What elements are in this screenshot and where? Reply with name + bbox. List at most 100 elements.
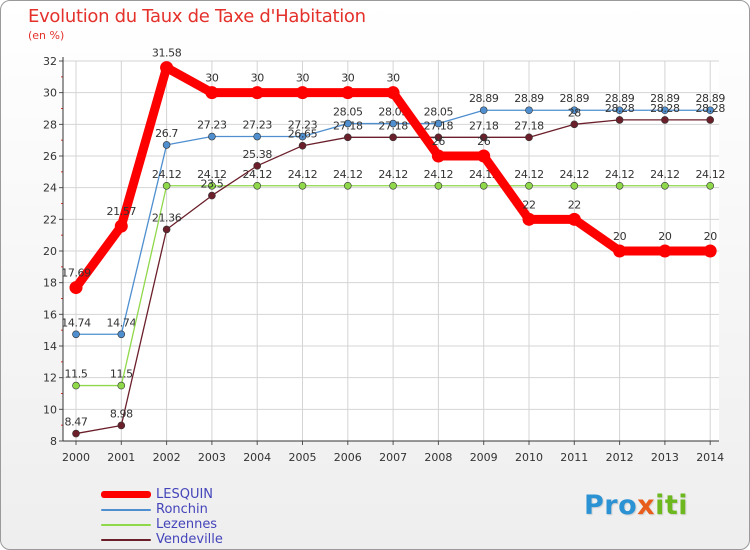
data-label-vendeville: 27.18: [333, 119, 363, 132]
data-label-lezennes: 24.12: [695, 168, 725, 181]
y-tick-label: 20: [43, 245, 57, 258]
data-point-lezennes: [706, 181, 715, 190]
y-tick-label: 18: [43, 277, 57, 290]
data-label-lezennes: 11.5: [65, 368, 88, 381]
data-point-lesquin: [250, 86, 264, 100]
data-point-ronchin: [479, 106, 488, 115]
data-label-vendeville: 27.18: [514, 119, 544, 132]
x-tick-label: 2003: [198, 451, 226, 464]
data-label-ronchin: 27.23: [242, 119, 272, 132]
data-label-lesquin: 31.58: [152, 47, 182, 60]
data-label-vendeville: 28.28: [650, 102, 680, 115]
data-point-lezennes: [434, 181, 443, 190]
data-label-ronchin: 27.23: [288, 119, 318, 132]
data-point-vendeville: [389, 133, 397, 142]
data-label-lesquin: 21.57: [107, 205, 137, 218]
data-point-vendeville: [72, 429, 80, 438]
data-point-lesquin: [205, 86, 219, 100]
data-point-vendeville: [117, 421, 126, 430]
data-label-lezennes: 24.12: [424, 168, 454, 181]
data-point-lesquin: [703, 244, 717, 258]
x-tick-label: 2001: [107, 451, 135, 464]
data-label-ronchin: 28.89: [650, 92, 680, 105]
data-label-vendeville: 28: [568, 106, 582, 119]
data-point-vendeville: [298, 141, 307, 150]
data-label-ronchin: 28.89: [514, 92, 544, 105]
logo-part-1: Pro: [584, 490, 638, 521]
data-point-vendeville: [343, 133, 352, 142]
data-point-vendeville: [208, 191, 216, 200]
data-point-vendeville: [661, 116, 669, 124]
x-tick-label: 2004: [243, 451, 271, 464]
data-label-ronchin: 28.89: [560, 92, 590, 105]
data-label-lezennes: 24.12: [242, 168, 272, 181]
data-point-lesquin: [522, 212, 536, 226]
legend-label-vendeville: Vendeville: [156, 532, 223, 547]
data-label-lezennes: 24.12: [333, 168, 363, 181]
data-label-lezennes: 24.12: [650, 168, 680, 181]
data-point-lezennes: [479, 181, 488, 190]
data-label-ronchin: 28.89: [605, 92, 635, 105]
data-label-vendeville: 8.98: [110, 407, 133, 420]
x-tick-label: 2014: [696, 451, 724, 464]
legend-item-lezennes: Lezennes: [101, 517, 321, 532]
data-point-ronchin: [298, 132, 307, 141]
x-tick-label: 2005: [289, 451, 317, 464]
data-label-ronchin: 28.89: [695, 92, 725, 105]
x-tick-label: 2009: [470, 451, 498, 464]
legend-label-lesquin: LESQUIN: [156, 487, 214, 502]
x-tick-label: 2002: [153, 451, 181, 464]
data-label-lezennes: 24.12: [152, 168, 182, 181]
data-label-lezennes: 24.12: [378, 168, 408, 181]
data-point-lezennes: [615, 181, 624, 190]
x-tick-label: 2010: [515, 451, 543, 464]
legend-swatch-lezennes: [101, 524, 151, 526]
data-point-ronchin: [570, 106, 579, 115]
data-point-lesquin: [658, 244, 672, 258]
data-label-lesquin: 20: [704, 230, 718, 243]
y-tick-label: 28: [43, 118, 57, 131]
data-point-vendeville: [479, 133, 488, 142]
data-point-ronchin: [389, 119, 397, 128]
data-label-vendeville: 27.18: [378, 119, 408, 132]
data-point-lezennes: [253, 181, 262, 190]
data-label-lesquin: 30: [386, 72, 400, 85]
data-label-ronchin: 27.23: [197, 119, 227, 132]
data-point-vendeville: [162, 225, 171, 234]
data-point-ronchin: [162, 141, 171, 149]
x-tick-label: 2013: [651, 451, 679, 464]
data-label-ronchin: 28.05: [333, 106, 363, 119]
data-point-vendeville: [434, 133, 443, 142]
legend-label-ronchin: Ronchin: [156, 502, 208, 517]
data-point-lesquin: [386, 86, 400, 100]
data-point-lezennes: [570, 181, 579, 190]
legend-swatch-ronchin: [101, 509, 151, 511]
data-label-lesquin: 20: [658, 230, 672, 243]
data-label-vendeville: 23.5: [200, 178, 223, 191]
data-point-lesquin: [341, 86, 355, 100]
logo-part-2: x: [637, 490, 656, 521]
data-point-ronchin: [661, 106, 669, 115]
data-label-vendeville: 25.38: [242, 148, 272, 161]
data-label-ronchin: 26.7: [155, 127, 178, 140]
legend-item-lesquin: LESQUIN: [101, 487, 321, 502]
data-point-lezennes: [208, 181, 216, 190]
data-point-lesquin: [114, 219, 128, 233]
data-label-lezennes: 24.12: [288, 168, 318, 181]
data-point-lesquin: [613, 244, 627, 258]
y-tick-label: 14: [43, 340, 57, 353]
data-point-lesquin: [431, 149, 445, 163]
data-point-lezennes: [389, 181, 397, 190]
unit-label: (en %): [28, 29, 65, 42]
data-point-ronchin: [525, 106, 533, 115]
data-point-ronchin: [434, 119, 443, 128]
data-point-ronchin: [343, 119, 352, 128]
x-tick-label: 2011: [560, 451, 588, 464]
data-label-lesquin: 22: [568, 198, 581, 211]
data-point-vendeville: [706, 116, 715, 124]
y-tick-label: 10: [43, 403, 57, 416]
legend: LESQUIN Ronchin Lezennes Vendeville: [101, 487, 321, 547]
data-point-ronchin: [253, 132, 262, 141]
